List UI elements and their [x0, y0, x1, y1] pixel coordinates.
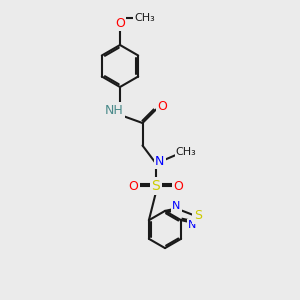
Text: NH: NH: [105, 103, 124, 117]
Text: O: O: [174, 179, 183, 193]
Text: O: O: [158, 100, 167, 113]
Text: N: N: [155, 154, 164, 168]
Text: CH₃: CH₃: [176, 146, 197, 157]
Text: O: O: [129, 179, 138, 193]
Text: N: N: [188, 220, 197, 230]
Text: CH₃: CH₃: [134, 13, 155, 23]
Text: S: S: [152, 179, 160, 193]
Text: O: O: [115, 17, 125, 30]
Text: N: N: [172, 201, 181, 212]
Text: S: S: [194, 209, 202, 222]
